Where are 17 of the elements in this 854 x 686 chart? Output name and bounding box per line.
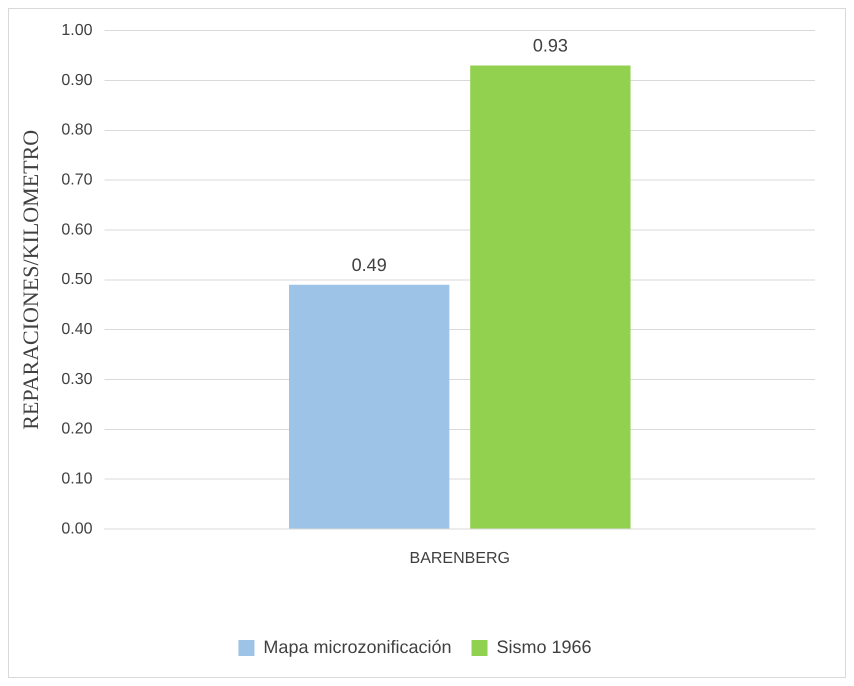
y-tick-label: 0.10 — [61, 470, 93, 488]
y-tick-label: 0.50 — [61, 271, 93, 288]
y-tick-label: 0.80 — [61, 122, 93, 139]
y-tick-label: 0.70 — [61, 172, 93, 189]
data-label: 0.49 — [352, 254, 387, 275]
legend-label: Mapa microzonificación — [263, 636, 452, 657]
y-tick-label: 0.30 — [61, 370, 93, 388]
y-tick-label: 0.00 — [61, 520, 93, 538]
y-tick-label: 0.90 — [61, 72, 93, 89]
legend-label: Sismo 1966 — [496, 636, 592, 657]
y-tick-label: 0.20 — [61, 420, 93, 438]
y-tick-label: 1.00 — [61, 22, 93, 40]
x-tick-label: BARENBERG — [410, 550, 510, 568]
y-tick-label: 0.40 — [61, 321, 93, 338]
data-label: 0.93 — [532, 35, 568, 56]
y-axis-title: REPARACIONES/KILOMETRO — [18, 130, 43, 430]
y-tick-label: 0.60 — [61, 221, 93, 238]
